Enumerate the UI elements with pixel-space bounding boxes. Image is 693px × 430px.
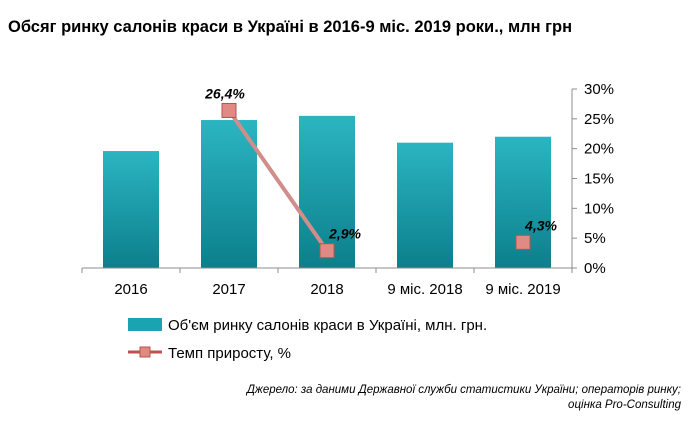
legend-line-label: Темп приросту, % [168, 345, 291, 362]
bar-2 [299, 115, 355, 268]
growth-point-2 [319, 243, 335, 259]
x-tick-label: 2018 [310, 281, 343, 298]
growth-line-segment [227, 109, 329, 252]
growth-line-group: 26,4% 2,9% 4,3% [204, 85, 558, 259]
bar-3 [397, 142, 453, 268]
bar-1 [201, 120, 257, 268]
y2-tick-label: 30% [584, 81, 614, 98]
growth-data-label: 2,9% [328, 226, 361, 242]
legend: Об'єм ринку салонів краси в Україні, млн… [128, 317, 487, 362]
source-line-1: Джерело: за даними Державної служби стат… [246, 384, 681, 396]
source-line-2: оцінка Pro-Consulting [568, 399, 681, 411]
y2-tick-label: 25% [584, 111, 614, 128]
bar-0 [103, 151, 159, 268]
y2-tick-label: 5% [584, 230, 606, 247]
source-note: Джерело: за даними Державної служби стат… [81, 383, 681, 413]
legend-bar-swatch [128, 318, 162, 331]
x-tick-label: 2017 [212, 281, 245, 298]
bars-group [103, 115, 551, 268]
ticks-group: 2016 2017 2018 9 міс. 2018 9 міс. 2019 0% 5% 10… [81, 81, 614, 298]
x-tick-label: 9 міс. 2019 [485, 281, 560, 298]
growth-point-1 [221, 102, 237, 118]
growth-point-4 [515, 234, 531, 250]
legend-line-marker [139, 346, 151, 358]
y2-tick-label: 15% [584, 171, 614, 188]
growth-data-label: 4,3% [524, 217, 557, 233]
y2-tick-label: 20% [584, 141, 614, 158]
x-tick-label: 2016 [114, 281, 147, 298]
legend-bar-label: Об'єм ринку салонів краси в Україні, млн… [168, 317, 487, 334]
chart-title: Обсяг ринку салонів краси в Україні в 20… [8, 18, 573, 36]
y2-tick-label: 10% [584, 200, 614, 217]
x-tick-label: 9 міс. 2018 [387, 281, 462, 298]
y2-tick-label: 0% [584, 260, 606, 277]
growth-data-label: 26,4% [204, 85, 245, 101]
